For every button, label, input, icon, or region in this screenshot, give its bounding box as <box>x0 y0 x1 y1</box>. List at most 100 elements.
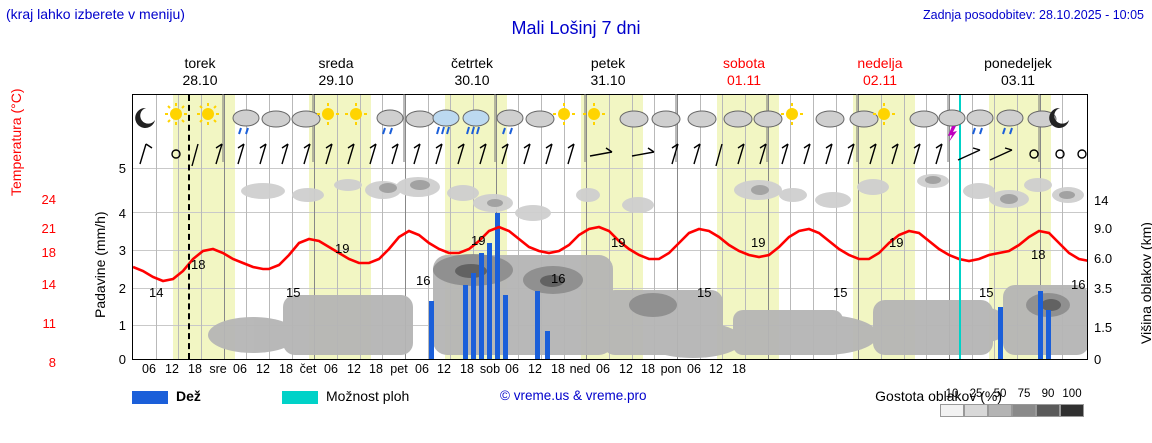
temp-label: 15 <box>979 285 994 300</box>
temp-label: 16 <box>551 271 566 286</box>
day-name: torek <box>184 55 216 71</box>
x-tick: 18 <box>551 362 565 376</box>
gridline <box>1062 95 1063 359</box>
temp-label: 16 <box>416 273 431 288</box>
temp-tick-0: 24 <box>41 192 56 207</box>
gridline <box>518 95 519 359</box>
day-date: 31.10 <box>590 72 626 88</box>
gridline <box>178 95 179 359</box>
cloud-density-value: 90 <box>1041 388 1055 400</box>
precip-tick-5: 5 <box>118 161 126 176</box>
day-separator <box>1040 95 1041 359</box>
cloud-density-legend-title: Gostota oblakov (%) <box>875 388 1002 404</box>
cloud-tick-0: 14 <box>1094 193 1109 208</box>
temperature-curve <box>133 225 1087 283</box>
day-date: 03.11 <box>1001 72 1035 88</box>
last-updated: Zadnja posodobitev: 28.10.2025 - 10:05 <box>922 8 1144 22</box>
temp-label: 19 <box>471 233 486 248</box>
x-tick: 06 <box>142 362 156 376</box>
precip-tick-3: 3 <box>118 243 126 258</box>
temp-tick-5: 8 <box>48 355 56 370</box>
cloud-density-swatch <box>1012 404 1036 417</box>
day-header-4: sobota 01.11 <box>676 55 812 89</box>
temp-label: 19 <box>889 235 904 250</box>
temp-label: 18 <box>1031 247 1046 262</box>
cloud-density-value: 25 <box>969 388 983 400</box>
day-header-1: sreda 29.10 <box>268 55 404 89</box>
temp-tick-3: 14 <box>41 277 56 292</box>
x-tick: 18 <box>641 362 655 376</box>
day-separator <box>405 95 406 359</box>
gridline <box>246 95 247 359</box>
day-name: petek <box>590 55 626 71</box>
x-tick: ned <box>569 362 591 376</box>
x-tick: 18 <box>279 362 293 376</box>
day-header-2: četrtek 30.10 <box>404 55 540 89</box>
temp-label: 19 <box>751 235 766 250</box>
x-tick: 18 <box>732 362 746 376</box>
gridline <box>473 95 474 359</box>
wind-barbs-row <box>139 143 1087 167</box>
temp-label: 19 <box>611 235 626 250</box>
x-tick: čet <box>299 362 317 376</box>
precip-tick-0: 0 <box>118 352 126 367</box>
credit-link[interactable]: © vreme.us & vreme.pro <box>500 388 647 403</box>
cloud-density-value: 75 <box>1017 388 1031 400</box>
location-menu-note: (kraj lahko izberete v meniju) <box>6 6 185 22</box>
x-tick: 12 <box>256 362 270 376</box>
forecast-chart[interactable]: 14 18 15 19 16 19 16 19 15 19 15 19 15 1… <box>132 94 1088 360</box>
day-name: ponedeljek <box>984 55 1052 71</box>
x-tick: 12 <box>437 362 451 376</box>
gridline <box>632 95 633 359</box>
x-tick: 12 <box>709 362 723 376</box>
gridline <box>813 95 814 359</box>
day-date: 29.10 <box>318 72 354 88</box>
temp-label: 15 <box>286 285 301 300</box>
cloud-density-swatch <box>1060 404 1084 417</box>
day-separator <box>949 95 950 359</box>
x-tick: 18 <box>188 362 202 376</box>
gridline <box>972 95 973 359</box>
rain-legend-label: Dež <box>176 388 201 404</box>
temp-label: 15 <box>697 285 712 300</box>
gridline <box>722 95 723 359</box>
gridline <box>428 95 429 359</box>
shower-legend-label: Možnost ploh <box>326 388 410 404</box>
cloud-density-swatch <box>1036 404 1060 417</box>
gridline <box>609 95 610 359</box>
day-header-5: nedelja 02.11 <box>812 55 948 89</box>
gridline <box>269 95 270 359</box>
day-name: nedelja <box>857 55 903 71</box>
precip-tick-1: 1 <box>118 318 126 333</box>
cloud-height-axis-title: Višina oblakov (km) <box>1138 222 1152 344</box>
gridline <box>926 95 927 359</box>
precip-tick-2: 2 <box>118 281 126 296</box>
shower-legend-swatch <box>282 391 318 404</box>
cloud-density-swatch <box>988 404 1012 417</box>
temp-label: 16 <box>1071 277 1086 292</box>
gridline <box>745 95 746 359</box>
gridline <box>994 95 995 359</box>
day-date: 28.10 <box>182 72 218 88</box>
gridline <box>337 95 338 359</box>
gridline <box>133 168 1087 169</box>
temp-tick-1: 21 <box>41 221 56 236</box>
current-time-marker <box>188 95 190 359</box>
gridline <box>133 250 1087 251</box>
temp-label: 18 <box>191 257 206 272</box>
cloud-tick-1: 9.0 <box>1094 221 1113 236</box>
gridline <box>382 95 383 359</box>
gridline <box>156 95 157 359</box>
x-tick: sob <box>479 362 501 376</box>
gridline <box>881 95 882 359</box>
day-header-3: petek 31.10 <box>540 55 676 89</box>
day-separator <box>677 95 678 359</box>
day-header-0: torek 28.10 <box>132 55 268 89</box>
gridline <box>450 95 451 359</box>
day-separator <box>314 95 315 359</box>
x-tick: 12 <box>347 362 361 376</box>
precip-tick-4: 4 <box>118 206 126 221</box>
x-tick: sre <box>209 362 227 376</box>
gridline <box>836 95 837 359</box>
precipitation-axis-title: Padavine (mm/h) <box>92 211 108 318</box>
